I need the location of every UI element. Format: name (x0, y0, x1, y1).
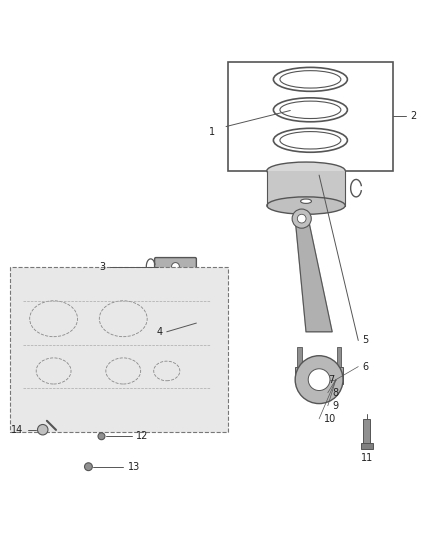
Text: 3: 3 (100, 262, 106, 271)
Circle shape (308, 369, 330, 391)
Ellipse shape (172, 263, 180, 270)
Polygon shape (295, 219, 332, 332)
Text: 4: 4 (156, 327, 162, 337)
Ellipse shape (300, 199, 311, 204)
Bar (295, 367, 343, 384)
Text: 10: 10 (323, 414, 336, 424)
Ellipse shape (267, 162, 345, 180)
FancyBboxPatch shape (195, 311, 217, 335)
FancyBboxPatch shape (155, 257, 196, 276)
Circle shape (292, 209, 311, 228)
Circle shape (295, 356, 343, 403)
Text: 11: 11 (361, 453, 373, 463)
Bar (297, 347, 302, 367)
Circle shape (85, 463, 92, 471)
Circle shape (38, 424, 48, 435)
Bar (267, 171, 345, 206)
Bar (361, 443, 373, 449)
Ellipse shape (267, 197, 345, 214)
FancyArrowPatch shape (47, 421, 56, 430)
Text: 1: 1 (208, 126, 215, 136)
Text: 13: 13 (127, 462, 140, 472)
Ellipse shape (280, 101, 341, 118)
Circle shape (297, 214, 306, 223)
Text: 8: 8 (332, 387, 338, 398)
Text: 9: 9 (332, 401, 338, 411)
Bar (10, 266, 228, 432)
Text: 6: 6 (363, 361, 369, 372)
Ellipse shape (280, 71, 341, 88)
Bar (336, 347, 341, 367)
Ellipse shape (280, 132, 341, 149)
Text: 5: 5 (363, 335, 369, 345)
Circle shape (98, 433, 105, 440)
Bar (364, 419, 371, 443)
Text: 2: 2 (410, 111, 417, 122)
Text: 14: 14 (11, 425, 23, 435)
Text: 12: 12 (136, 431, 148, 441)
Text: 7: 7 (328, 375, 334, 385)
Bar (228, 62, 393, 171)
